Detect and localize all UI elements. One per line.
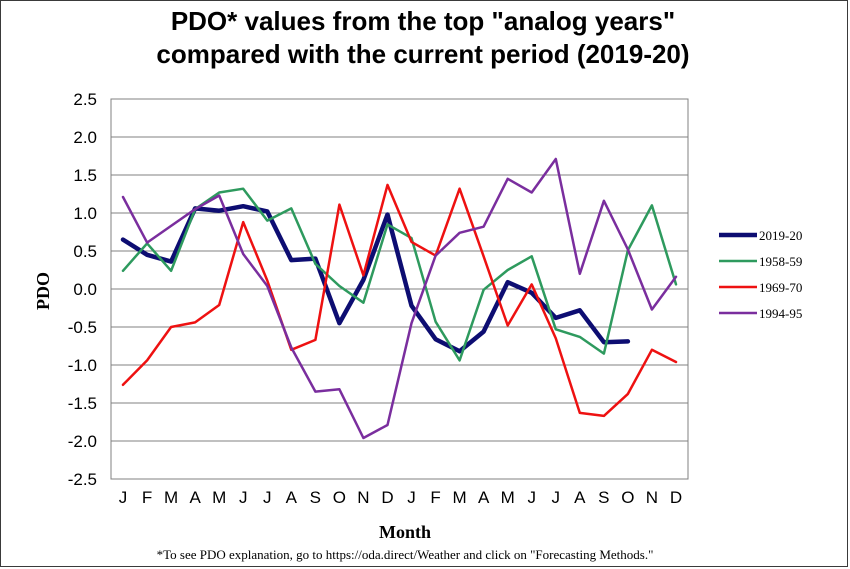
x-tick-label: S bbox=[310, 488, 321, 507]
y-tick-label: 0.0 bbox=[73, 280, 97, 299]
x-tick-label: J bbox=[407, 488, 416, 507]
chart-title-line-2: compared with the current period (2019-2… bbox=[156, 39, 689, 69]
x-tick-label: A bbox=[574, 488, 586, 507]
y-tick-label: -2.0 bbox=[68, 432, 97, 451]
x-tick-label: O bbox=[621, 488, 634, 507]
x-tick-label: A bbox=[286, 488, 298, 507]
gridlines bbox=[111, 98, 688, 480]
x-tick-label: J bbox=[263, 488, 272, 507]
x-tick-label: N bbox=[357, 488, 369, 507]
series-line-2019-20 bbox=[120, 203, 631, 354]
y-tick-label: -2.5 bbox=[68, 470, 97, 489]
chart-title-line-1: PDO* values from the top "analog years" bbox=[171, 6, 675, 36]
series-line-1994-95 bbox=[121, 157, 678, 440]
series-line-1958-59 bbox=[121, 187, 678, 362]
x-tick-label: M bbox=[501, 488, 515, 507]
x-tick-label: J bbox=[239, 488, 248, 507]
y-tick-label: -1.0 bbox=[68, 356, 97, 375]
y-axis-ticks: 2.5 2.0 1.5 1.0 0.5 0.0 -0.5 -1.0 -1.5 -2.0 -2.5 bbox=[68, 90, 97, 489]
x-tick-label: J bbox=[119, 488, 128, 507]
x-tick-label: M bbox=[453, 488, 467, 507]
x-tick-label: O bbox=[333, 488, 346, 507]
x-tick-label: F bbox=[142, 488, 152, 507]
footnote: *To see PDO explanation, go to https://o… bbox=[157, 547, 654, 562]
x-tick-label: D bbox=[381, 488, 393, 507]
x-axis-title: Month bbox=[379, 522, 431, 542]
y-tick-label: 2.5 bbox=[73, 90, 97, 109]
x-tick-label: N bbox=[646, 488, 658, 507]
y-tick-label: 0.5 bbox=[73, 242, 97, 261]
x-tick-label: A bbox=[478, 488, 490, 507]
y-tick-label: 1.0 bbox=[73, 204, 97, 223]
y-tick-label: -1.5 bbox=[68, 394, 97, 413]
x-tick-label: D bbox=[670, 488, 682, 507]
x-tick-label: A bbox=[189, 488, 201, 507]
x-tick-label: F bbox=[430, 488, 440, 507]
x-tick-label: J bbox=[552, 488, 561, 507]
x-tick-label: M bbox=[164, 488, 178, 507]
legend: 2019-20 1958-59 1969-70 1994-95 bbox=[719, 228, 802, 321]
y-axis-title: PDO bbox=[33, 272, 53, 310]
y-tick-label: -0.5 bbox=[68, 318, 97, 337]
legend-label: 1958-59 bbox=[759, 254, 802, 269]
y-tick-label: 1.5 bbox=[73, 166, 97, 185]
legend-label: 1994-95 bbox=[759, 306, 802, 321]
x-tick-label: J bbox=[527, 488, 536, 507]
x-tick-label: S bbox=[598, 488, 609, 507]
legend-label: 2019-20 bbox=[759, 228, 802, 243]
series-line-1969-70 bbox=[121, 183, 678, 418]
series-lines bbox=[120, 157, 678, 440]
legend-label: 1969-70 bbox=[759, 280, 802, 295]
x-tick-label: M bbox=[212, 488, 226, 507]
y-tick-label: 2.0 bbox=[73, 128, 97, 147]
